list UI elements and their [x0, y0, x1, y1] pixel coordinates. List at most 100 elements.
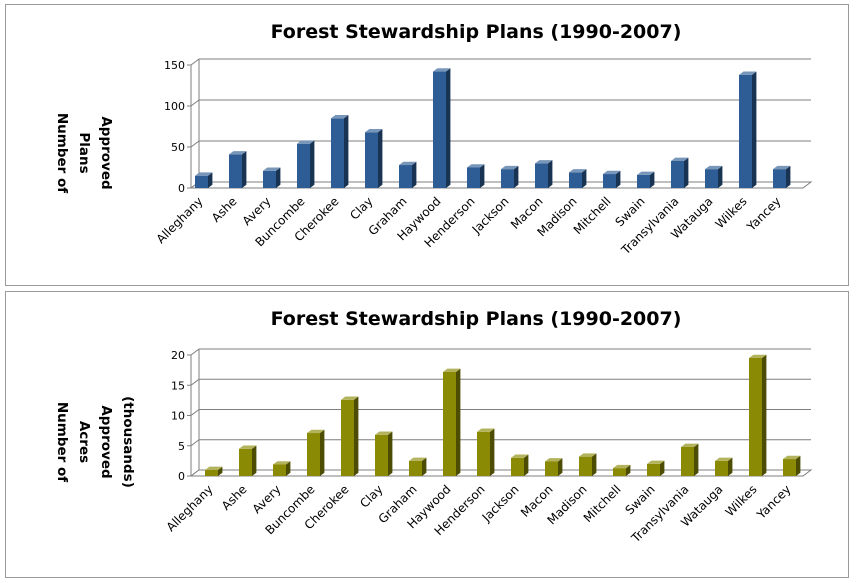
bar-top [603, 170, 621, 175]
x-tick-label: Yancey [754, 482, 794, 522]
bar-top [341, 396, 359, 400]
bar-top [569, 169, 587, 173]
bar-front [409, 460, 422, 476]
bar-side [344, 115, 349, 188]
bar [375, 431, 393, 476]
bar [647, 460, 665, 476]
bar-front [205, 469, 218, 476]
bar [467, 164, 485, 188]
bar-top [205, 466, 223, 470]
bar-top [511, 454, 529, 458]
bar-side [728, 457, 733, 476]
bar-front [433, 71, 446, 188]
bar-top [773, 165, 791, 170]
bar-top [613, 464, 631, 469]
gridline-side [190, 409, 200, 416]
y-tick-label: 50 [171, 141, 185, 154]
bar [433, 68, 451, 188]
bar-top [239, 445, 257, 449]
y-tick-label: 5 [178, 440, 185, 453]
x-tick-label: Wilkes [713, 194, 750, 231]
bar [409, 457, 427, 476]
x-tick-label: Clay [357, 482, 385, 510]
bar-side [446, 68, 451, 188]
bar-front [399, 165, 412, 188]
bar-side [626, 464, 631, 476]
bar-top [783, 455, 801, 460]
bar-side [480, 164, 485, 188]
bar-front [477, 431, 490, 476]
chart-panel-acres: Forest Stewardship Plans (1990-2007) Num… [5, 291, 849, 578]
bar-side [592, 453, 597, 476]
bar-front [783, 459, 796, 476]
bar-top [433, 68, 451, 72]
bar-side [276, 167, 281, 188]
bar-top [739, 71, 757, 75]
y-axis-label-line: Acres [76, 421, 92, 463]
bar-top [749, 354, 767, 359]
bar-side [422, 457, 427, 476]
bar [205, 466, 223, 476]
bar-side [286, 461, 291, 476]
y-tick-label: 0 [178, 182, 185, 195]
bar-front [637, 174, 650, 188]
y-axis-label-line: (thousands) [120, 396, 136, 488]
x-tick-label: Yancey [744, 194, 784, 234]
x-tick-label: Jackson [479, 482, 522, 525]
bar [297, 140, 315, 188]
y-axis-label-line: Approved [98, 405, 114, 478]
bar-front [511, 457, 524, 476]
bar-top [671, 157, 689, 161]
bar-side [208, 172, 213, 188]
bar [569, 169, 587, 188]
bar-side [354, 396, 359, 476]
bar-side [218, 466, 223, 476]
acres-chart: Forest Stewardship Plans (1990-2007) Num… [54, 308, 813, 546]
gridline-side [190, 58, 200, 66]
bar [603, 170, 621, 188]
chart-title: Forest Stewardship Plans (1990-2007) [271, 308, 682, 330]
bar-top [579, 453, 597, 457]
bar-side [252, 445, 257, 476]
bar [239, 445, 257, 476]
gridline-side [190, 378, 200, 386]
bar-top [229, 151, 247, 155]
bar [749, 354, 767, 476]
bar-top [681, 443, 699, 447]
bar-side [786, 165, 791, 188]
bar-front [273, 464, 286, 476]
bar-side [310, 140, 315, 188]
bar-front [443, 371, 456, 476]
bar [399, 161, 417, 188]
bar-front [467, 167, 480, 188]
bar-front [195, 175, 208, 188]
bar [783, 455, 801, 476]
bar-side [412, 161, 417, 188]
bar [501, 165, 519, 188]
bar-front [501, 169, 514, 188]
bar-top [637, 171, 655, 175]
bar-side [388, 431, 393, 476]
bar-front [545, 461, 558, 476]
x-tick-label: Jackson [469, 194, 512, 237]
y-tick-label: 10 [171, 410, 185, 423]
bar-side [684, 157, 689, 188]
bar-side [524, 454, 529, 476]
bar-top [297, 140, 315, 144]
gridline-side [190, 99, 200, 107]
chart-title: Forest Stewardship Plans (1990-2007) [271, 21, 682, 43]
bar-top [273, 461, 291, 465]
bar [365, 128, 383, 188]
bar [637, 171, 655, 188]
bar [739, 71, 757, 188]
bar [511, 454, 529, 476]
bar-top [501, 165, 519, 170]
bar-side [660, 460, 665, 476]
bar-side [752, 71, 757, 188]
bar-side [718, 165, 723, 188]
bar-side [242, 151, 247, 188]
bar-top [307, 429, 325, 434]
bar-side [650, 171, 655, 188]
bar-side [694, 443, 699, 476]
